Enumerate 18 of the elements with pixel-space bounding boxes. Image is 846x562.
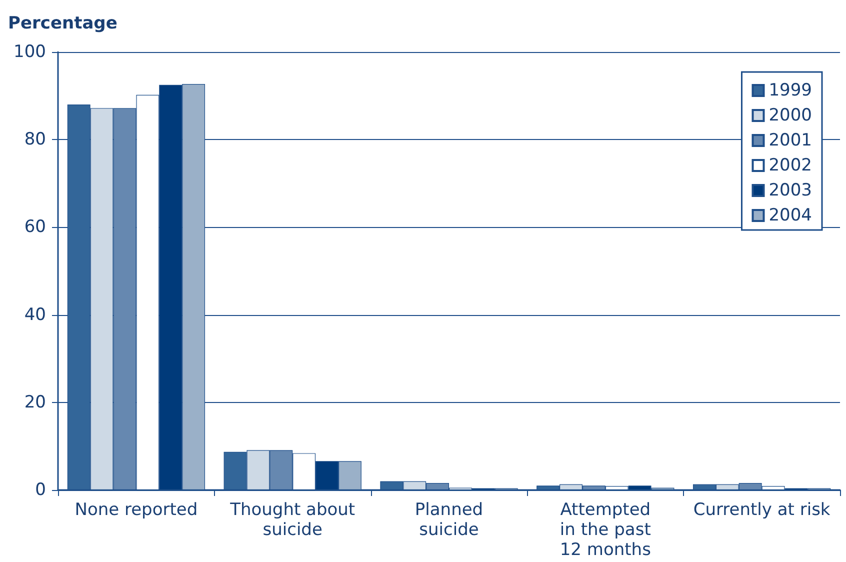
x-tick-label: None reported bbox=[74, 500, 198, 520]
y-tick-label: 40 bbox=[24, 304, 46, 325]
y-tick-label: 80 bbox=[24, 130, 46, 150]
x-tick-label: Currently at risk bbox=[693, 500, 830, 520]
y-tick-label: 60 bbox=[24, 217, 46, 238]
legend-label: 2002 bbox=[768, 156, 812, 176]
x-tick-label: Attempted in the past 12 months bbox=[560, 500, 652, 560]
x-tick-label: Thought about suicide bbox=[229, 500, 356, 540]
legend-label: 2003 bbox=[768, 180, 812, 200]
legend-label: 1999 bbox=[768, 80, 812, 100]
legend-label: 2001 bbox=[768, 130, 812, 150]
y-axis-title: Percentage bbox=[8, 14, 118, 34]
y-tick-label: 100 bbox=[14, 42, 46, 62]
legend-label: 2000 bbox=[768, 106, 812, 126]
y-tick-label: 0 bbox=[35, 480, 46, 500]
y-tick-label: 20 bbox=[24, 392, 46, 412]
legend-label: 2004 bbox=[768, 206, 812, 226]
x-tick-label: Planned suicide bbox=[414, 500, 484, 540]
